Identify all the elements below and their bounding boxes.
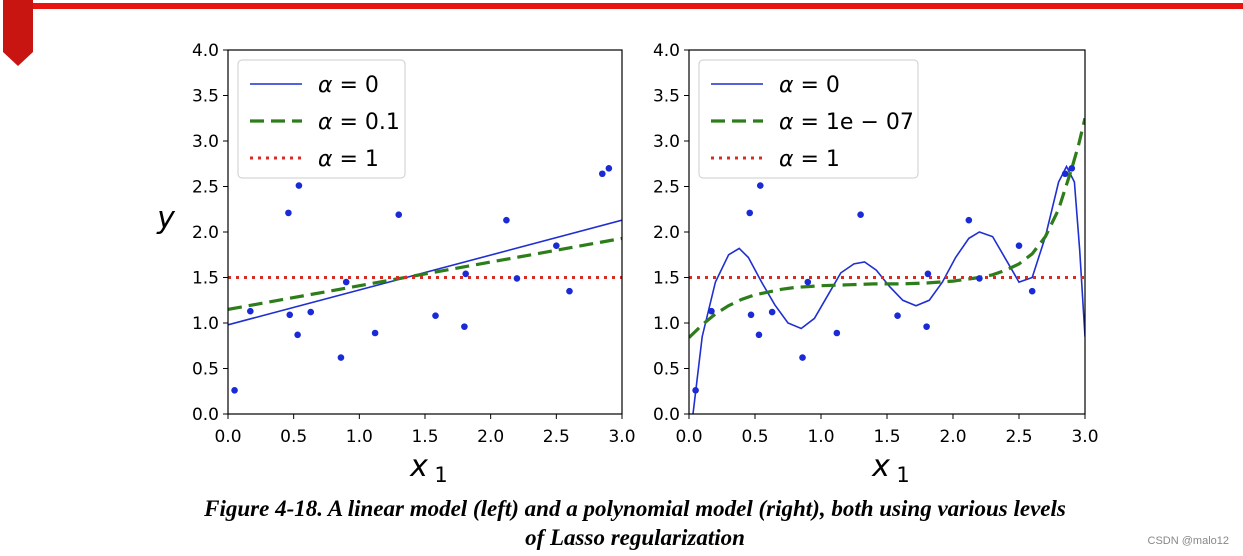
data-point [566,287,573,295]
data-point [965,216,973,224]
data-point [337,354,345,361]
x-tick-label: 2.5 [1005,427,1032,447]
data-point [976,275,983,282]
caption-line-2: of Lasso regularization [525,525,745,550]
y-tick-label: 0.0 [653,405,680,425]
data-point [708,307,715,315]
data-point [553,242,560,249]
data-point [231,387,238,394]
x-tick-label: 1.0 [346,427,373,447]
series-line-1 [228,236,622,311]
legend [237,59,406,179]
x-tick-label: 0.0 [214,427,241,447]
y-tick-label: 2.0 [653,223,680,243]
x-tick-label: 1.5 [411,427,438,447]
data-point [432,312,439,320]
data-point [804,278,812,286]
data-point [1015,242,1023,249]
data-point [295,182,303,189]
series-line-1 [689,117,1085,339]
data-point [462,270,470,278]
y-tick-label: 0.0 [192,405,219,425]
y-tick-label: 0.5 [192,360,219,380]
corner-bookmark-icon [3,0,33,66]
figure-caption: Figure 4-18. A linear model (left) and a… [90,494,1180,552]
data-point [395,211,403,219]
data-point [894,312,901,320]
data-point [857,211,864,219]
y-tick-label: 3.5 [192,87,219,107]
data-point [755,331,763,339]
legend-label: α = 1e − 07 [779,110,914,135]
series-line-0 [692,164,1085,414]
y-tick-label: 3.0 [653,132,680,152]
legend-label: α = 0.1 [318,110,400,135]
legend-label: α = 0 [318,73,379,98]
legend-label: α = 0 [779,73,840,98]
y-tick-label: 2.5 [192,178,219,198]
x-tick-label: 3.0 [1071,427,1098,447]
data-point [513,275,521,282]
legend-label: α = 1 [779,147,840,172]
caption-line-1: Figure 4-18. A linear model (left) and a… [204,496,1066,521]
data-point [503,216,510,224]
x-axis-label-subscript: 1 [434,463,447,487]
y-tick-label: 4.0 [653,41,680,61]
y-axis-label: y [156,201,176,236]
data-point [747,311,755,319]
y-tick-label: 3.0 [192,132,219,152]
data-point [371,329,379,337]
y-tick-label: 3.5 [653,87,680,107]
x-tick-label: 1.0 [807,427,834,447]
figure: 0.0 0.5 1.0 1.5 2.0 2.5 3.0 0.0 0.5 1.0 1.5 2.0 2.5 3… [156,41,1099,487]
data-point [461,323,468,330]
legend-label: α = 1 [318,147,379,172]
x-tick-label: 0.5 [280,427,307,447]
x-axis-label: x [871,449,890,484]
y-tick-label: 4.0 [192,41,219,61]
y-tick-label: 2.0 [192,223,219,243]
x-tick-label: 0.5 [741,427,768,447]
data-point [799,354,806,361]
data-point [1028,287,1036,295]
data-point [605,165,613,172]
x-tick-label: 2.0 [939,427,966,447]
y-tick-label: 1.5 [653,269,680,289]
data-point [294,331,301,339]
data-point [342,278,350,286]
watermark: CSDN @malo12 [1147,535,1229,547]
x-tick-label: 1.5 [873,427,900,447]
left-chart-panel: 0.0 0.5 1.0 1.5 2.0 2.5 3.0 0.0 0.5 1.0 1.5 2.0 2.5 3… [156,41,635,487]
x-axis-label-subscript: 1 [896,463,909,487]
data-point [285,209,292,217]
data-point [692,387,699,394]
data-point [756,182,764,189]
data-point [599,170,606,178]
y-tick-label: 1.5 [192,269,219,289]
data-point [286,311,294,319]
data-point [1068,165,1076,172]
top-accent-bar [32,3,1243,9]
x-axis-label: x [409,449,428,484]
y-tick-label: 1.0 [653,314,680,334]
data-point [924,270,932,278]
data-point [923,323,930,330]
data-point [768,308,776,316]
data-point [307,308,315,316]
y-tick-label: 1.0 [192,314,219,334]
x-tick-label: 3.0 [608,427,635,447]
y-tick-label: 0.5 [653,360,680,380]
y-tick-label: 2.5 [653,178,680,198]
x-tick-label: 2.5 [543,427,570,447]
data-point [833,329,841,337]
data-point [746,209,754,217]
data-point [1061,170,1069,178]
data-point [247,307,254,315]
right-chart-panel: 0.0 0.5 1.0 1.5 2.0 2.5 3.0 0.0 0.5 1.0 1.5 2.0 2.5 3… [653,41,1099,487]
x-tick-label: 2.0 [477,427,504,447]
legend [698,59,919,179]
x-tick-label: 0.0 [675,427,702,447]
